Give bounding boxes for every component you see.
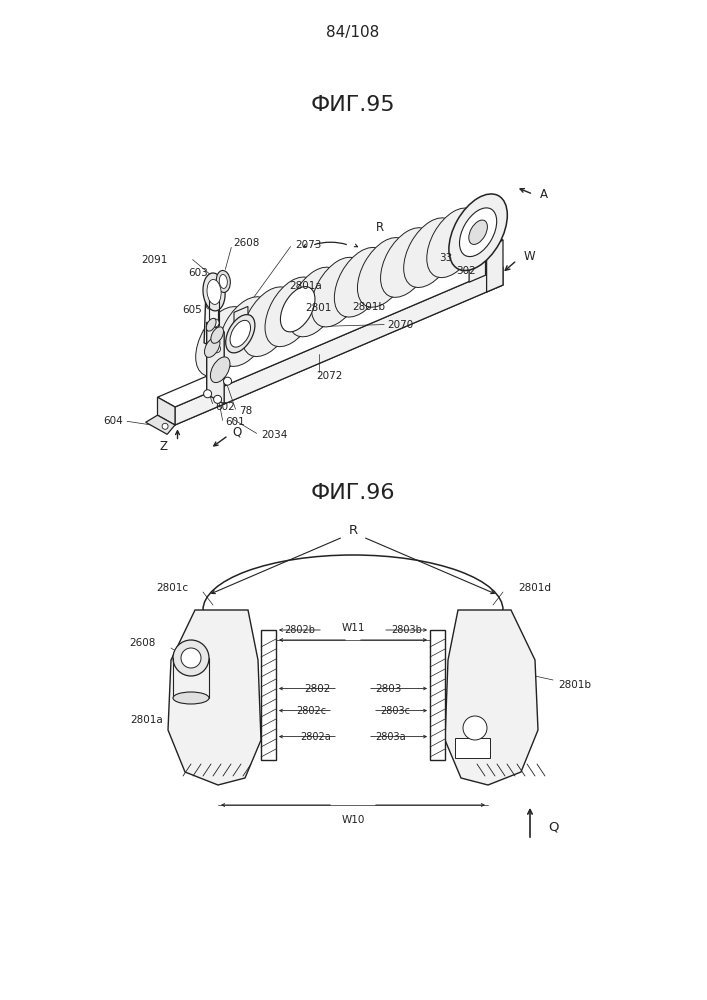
Text: 2802: 2802 xyxy=(305,684,331,694)
Ellipse shape xyxy=(203,273,225,311)
Text: 2801b: 2801b xyxy=(352,302,385,312)
Text: 2803: 2803 xyxy=(375,684,402,694)
Ellipse shape xyxy=(242,287,295,357)
Polygon shape xyxy=(175,267,503,425)
Ellipse shape xyxy=(450,198,503,268)
Text: W: W xyxy=(524,250,535,263)
Text: 605: 605 xyxy=(182,305,202,315)
Circle shape xyxy=(181,648,201,668)
Text: 2803a: 2803a xyxy=(375,732,406,742)
Text: Z: Z xyxy=(160,440,168,453)
Polygon shape xyxy=(204,286,218,351)
Text: 2801: 2801 xyxy=(305,303,332,313)
Text: R: R xyxy=(349,524,358,536)
Ellipse shape xyxy=(404,218,457,287)
Polygon shape xyxy=(158,257,503,407)
Text: 604: 604 xyxy=(103,416,123,426)
Text: 2608: 2608 xyxy=(129,638,156,648)
Polygon shape xyxy=(168,610,261,785)
Ellipse shape xyxy=(449,194,508,271)
Text: Q: Q xyxy=(548,820,559,834)
Ellipse shape xyxy=(226,315,255,353)
Ellipse shape xyxy=(219,274,228,288)
Circle shape xyxy=(211,319,219,327)
Text: 84/108: 84/108 xyxy=(327,24,380,39)
Text: 2608: 2608 xyxy=(233,238,259,248)
Ellipse shape xyxy=(196,307,249,376)
Text: 2802a: 2802a xyxy=(300,732,331,742)
Text: 302: 302 xyxy=(456,266,476,276)
Text: 2801a: 2801a xyxy=(288,281,322,291)
Text: R: R xyxy=(375,221,384,234)
Polygon shape xyxy=(146,415,175,434)
Circle shape xyxy=(204,390,211,398)
Bar xyxy=(430,630,445,760)
Text: 2803c: 2803c xyxy=(380,706,410,716)
Circle shape xyxy=(206,301,214,309)
Text: 2091: 2091 xyxy=(141,255,168,265)
Ellipse shape xyxy=(427,208,480,278)
Circle shape xyxy=(162,423,168,429)
Ellipse shape xyxy=(173,692,209,704)
Text: 33: 33 xyxy=(439,253,452,263)
Ellipse shape xyxy=(216,270,230,292)
Circle shape xyxy=(214,395,221,403)
Ellipse shape xyxy=(469,220,487,244)
Text: 78: 78 xyxy=(240,406,253,416)
Text: 2802c: 2802c xyxy=(296,706,326,716)
Ellipse shape xyxy=(460,208,497,257)
Polygon shape xyxy=(158,275,503,425)
Text: 2072: 2072 xyxy=(316,371,342,381)
Text: 601: 601 xyxy=(226,417,245,427)
Ellipse shape xyxy=(211,327,223,343)
Ellipse shape xyxy=(380,228,433,297)
Text: ФИГ.95: ФИГ.95 xyxy=(310,95,395,115)
Text: 603: 603 xyxy=(188,268,208,278)
Text: 2034: 2034 xyxy=(262,430,288,440)
Ellipse shape xyxy=(358,238,411,307)
Bar xyxy=(455,738,490,758)
Polygon shape xyxy=(445,610,538,785)
Text: Q: Q xyxy=(233,426,242,439)
Circle shape xyxy=(213,345,221,353)
Ellipse shape xyxy=(204,337,220,357)
Ellipse shape xyxy=(218,297,272,366)
Text: 2801d: 2801d xyxy=(518,583,551,593)
Text: 2801a: 2801a xyxy=(130,715,163,725)
Ellipse shape xyxy=(288,267,341,337)
Ellipse shape xyxy=(211,357,230,383)
Polygon shape xyxy=(158,397,175,425)
Polygon shape xyxy=(234,306,248,325)
Circle shape xyxy=(223,377,231,385)
Text: 2802b: 2802b xyxy=(284,625,315,635)
Text: W11: W11 xyxy=(341,623,365,633)
Text: A: A xyxy=(540,188,548,201)
Ellipse shape xyxy=(334,247,387,317)
Ellipse shape xyxy=(207,279,221,304)
Ellipse shape xyxy=(281,287,315,332)
Text: 2070: 2070 xyxy=(387,320,414,330)
Polygon shape xyxy=(469,230,486,282)
Text: W10: W10 xyxy=(341,815,365,825)
Text: ФИГ.96: ФИГ.96 xyxy=(311,483,395,503)
Text: 2801c: 2801c xyxy=(156,583,188,593)
Text: 602: 602 xyxy=(216,402,235,412)
Ellipse shape xyxy=(230,320,250,347)
Bar xyxy=(261,630,276,760)
Ellipse shape xyxy=(265,277,318,347)
Text: 2801b: 2801b xyxy=(558,680,591,690)
Polygon shape xyxy=(206,322,224,404)
Ellipse shape xyxy=(206,318,216,331)
Text: 2803b: 2803b xyxy=(391,625,422,635)
Ellipse shape xyxy=(311,257,364,327)
Polygon shape xyxy=(469,230,503,247)
Circle shape xyxy=(173,640,209,676)
Polygon shape xyxy=(486,240,503,292)
Circle shape xyxy=(463,716,487,740)
Text: 2073: 2073 xyxy=(296,240,322,250)
